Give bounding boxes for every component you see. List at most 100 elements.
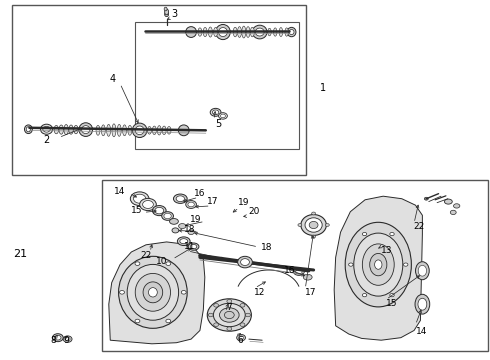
Text: 22: 22	[414, 222, 424, 231]
Ellipse shape	[273, 28, 277, 36]
Ellipse shape	[233, 27, 237, 37]
Ellipse shape	[135, 319, 140, 323]
Ellipse shape	[207, 299, 251, 331]
Text: 12: 12	[254, 288, 266, 297]
Ellipse shape	[242, 26, 246, 38]
Polygon shape	[334, 196, 422, 340]
Ellipse shape	[96, 125, 100, 135]
Ellipse shape	[214, 303, 219, 307]
Ellipse shape	[250, 27, 254, 37]
Ellipse shape	[287, 27, 296, 37]
Ellipse shape	[165, 9, 169, 15]
Ellipse shape	[164, 213, 171, 219]
Ellipse shape	[214, 27, 218, 37]
Ellipse shape	[177, 237, 190, 246]
Ellipse shape	[208, 27, 212, 37]
Ellipse shape	[240, 323, 245, 327]
Ellipse shape	[63, 336, 72, 342]
Ellipse shape	[213, 303, 245, 327]
Ellipse shape	[166, 262, 171, 265]
Ellipse shape	[450, 210, 456, 215]
Ellipse shape	[190, 244, 197, 249]
Ellipse shape	[268, 28, 271, 36]
Ellipse shape	[24, 125, 32, 134]
Ellipse shape	[152, 126, 156, 135]
Ellipse shape	[312, 235, 316, 238]
Text: 21: 21	[14, 249, 27, 259]
Text: 16: 16	[284, 266, 296, 275]
Ellipse shape	[444, 199, 452, 204]
Text: 20: 20	[248, 207, 260, 216]
Ellipse shape	[294, 268, 304, 275]
Ellipse shape	[135, 126, 144, 135]
Ellipse shape	[140, 198, 156, 211]
Ellipse shape	[188, 243, 199, 250]
Ellipse shape	[65, 337, 70, 341]
Ellipse shape	[208, 313, 213, 317]
Ellipse shape	[147, 126, 151, 134]
Ellipse shape	[188, 202, 195, 207]
Ellipse shape	[74, 125, 78, 134]
Ellipse shape	[363, 293, 367, 297]
Text: 17: 17	[207, 197, 219, 206]
Ellipse shape	[143, 201, 153, 208]
Text: 18: 18	[184, 225, 196, 234]
Ellipse shape	[112, 124, 116, 137]
Ellipse shape	[216, 24, 230, 40]
Ellipse shape	[155, 207, 164, 214]
Ellipse shape	[255, 28, 264, 36]
Ellipse shape	[164, 7, 167, 11]
Ellipse shape	[245, 313, 250, 317]
Text: 3: 3	[171, 9, 177, 19]
Ellipse shape	[79, 123, 93, 136]
Ellipse shape	[59, 125, 64, 134]
Ellipse shape	[26, 127, 30, 132]
Ellipse shape	[127, 264, 178, 320]
Text: 2: 2	[44, 135, 49, 145]
Ellipse shape	[203, 27, 207, 37]
Ellipse shape	[220, 308, 239, 322]
Ellipse shape	[227, 300, 232, 303]
Ellipse shape	[178, 125, 189, 136]
Ellipse shape	[107, 124, 111, 136]
Ellipse shape	[214, 323, 219, 327]
Ellipse shape	[416, 262, 429, 280]
Ellipse shape	[241, 258, 249, 266]
Ellipse shape	[298, 224, 302, 226]
Ellipse shape	[176, 196, 184, 202]
Text: 17: 17	[305, 288, 317, 297]
Text: 7: 7	[226, 303, 232, 312]
Ellipse shape	[237, 334, 245, 341]
Ellipse shape	[213, 110, 219, 114]
Polygon shape	[12, 5, 306, 175]
Polygon shape	[102, 180, 488, 351]
Ellipse shape	[180, 239, 188, 244]
Ellipse shape	[173, 194, 187, 203]
Ellipse shape	[238, 256, 252, 268]
Ellipse shape	[354, 233, 403, 296]
Ellipse shape	[162, 212, 173, 220]
Ellipse shape	[135, 262, 140, 265]
Ellipse shape	[362, 244, 394, 285]
Ellipse shape	[167, 126, 171, 134]
Text: 10: 10	[156, 256, 168, 265]
Ellipse shape	[170, 219, 178, 224]
Text: 15: 15	[130, 206, 142, 215]
Text: 16: 16	[194, 189, 206, 198]
Ellipse shape	[345, 222, 411, 307]
Ellipse shape	[240, 303, 245, 307]
Ellipse shape	[374, 260, 382, 269]
Ellipse shape	[135, 274, 171, 311]
Ellipse shape	[130, 192, 149, 206]
Ellipse shape	[64, 125, 68, 135]
Ellipse shape	[152, 206, 166, 216]
Ellipse shape	[40, 124, 53, 134]
Ellipse shape	[165, 12, 169, 17]
Ellipse shape	[296, 270, 302, 274]
Ellipse shape	[312, 212, 316, 215]
Text: 11: 11	[184, 242, 196, 251]
Ellipse shape	[289, 30, 294, 35]
Polygon shape	[135, 22, 299, 149]
Ellipse shape	[133, 194, 146, 203]
Ellipse shape	[186, 27, 196, 37]
